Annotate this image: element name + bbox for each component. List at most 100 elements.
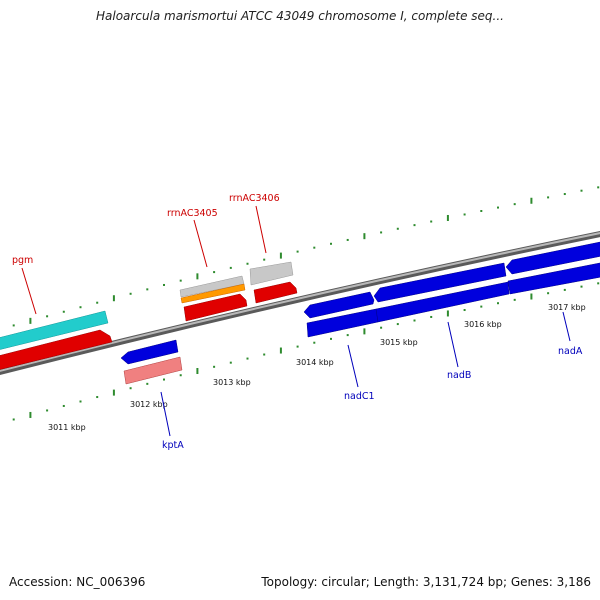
nadA-gene-arrow[interactable]	[505, 240, 600, 275]
inner-track-minor-tick	[296, 345, 299, 348]
inner-track-minor-tick	[563, 288, 566, 291]
gene-feature-nadA[interactable]	[505, 240, 600, 295]
outer-track-major-tick	[279, 252, 282, 259]
outer-track-minor-tick	[563, 193, 566, 196]
outer-track-minor-tick	[229, 266, 232, 269]
outer-track-minor-tick	[396, 227, 399, 230]
outer-track-minor-tick	[79, 306, 82, 309]
gene-label-rrnAC3405[interactable]: rrnAC3405	[167, 208, 218, 219]
inner-track-minor-tick	[497, 302, 499, 305]
gene-feature-rrnAC3406[interactable]	[249, 261, 298, 304]
outer-track-minor-tick	[580, 189, 583, 192]
inner-track-minor-tick	[46, 409, 49, 412]
outer-track-major-tick	[446, 214, 449, 221]
outer-track-minor-tick	[497, 206, 499, 209]
nadB-leader-line	[447, 321, 459, 368]
outer-track-minor-tick	[463, 213, 466, 216]
outer-track-major-tick	[363, 233, 366, 240]
accession-label: Accession: NC_006396	[9, 575, 146, 589]
gene-labels: pgm rrnAC3405 rrnAC3406 kptA nadC1 nadB …	[12, 193, 583, 451]
outer-track-minor-tick	[380, 231, 383, 234]
gene-feature-pgm[interactable]	[0, 310, 113, 372]
outer-track-minor-tick	[62, 310, 65, 313]
outer-track-minor-tick	[179, 279, 182, 282]
inner-track-major-tick	[196, 368, 199, 375]
tick-label-3012: 3012 kbp	[130, 400, 168, 409]
inner-track-minor-tick	[263, 353, 266, 356]
inner-track-minor-tick	[513, 298, 516, 301]
nadC1-leader-line	[347, 344, 359, 388]
kptA-gene-arrow[interactable]	[120, 339, 179, 365]
feature-track	[0, 240, 600, 385]
gene-label-nadA[interactable]: nadA	[558, 346, 583, 357]
inner-track-minor-tick	[79, 400, 82, 403]
rrnAC3406-leader-line	[255, 205, 267, 254]
outer-track-minor-tick	[346, 238, 349, 241]
rrnAC3405-gene-arrow[interactable]	[183, 293, 248, 322]
inner-track-minor-tick	[430, 315, 433, 318]
outer-track-minor-tick	[263, 258, 266, 261]
nadC1-gene-arrow[interactable]	[303, 291, 375, 319]
rrnAC3405-leader-line	[193, 219, 208, 268]
gene-label-kptA[interactable]: kptA	[162, 440, 184, 451]
inner-track-minor-tick	[96, 396, 99, 399]
inner-tick-track	[12, 282, 600, 421]
outer-track-minor-tick	[46, 315, 49, 318]
inner-track-minor-tick	[346, 334, 349, 337]
outer-track-minor-tick	[597, 186, 600, 189]
outer-track-minor-tick	[430, 220, 433, 223]
inner-track-minor-tick	[380, 326, 383, 329]
outer-track-major-tick	[530, 197, 533, 204]
inner-track-minor-tick	[213, 365, 216, 368]
gene-label-nadC1[interactable]: nadC1	[344, 391, 375, 402]
rrnAC3406-gene-arrow[interactable]	[253, 281, 298, 304]
nadA-leader-line	[562, 311, 571, 342]
gene-feature-rrnAC3405[interactable]	[179, 275, 248, 322]
inner-track-major-tick	[530, 293, 533, 300]
gene-label-pgm[interactable]: pgm	[12, 255, 33, 266]
pgm-gene-arrow[interactable]	[0, 329, 113, 372]
inner-track-minor-tick	[12, 418, 15, 421]
tick-label-3016: 3016 kbp	[464, 320, 502, 329]
nadB-cds-bar	[375, 281, 510, 323]
inner-track-major-tick	[29, 411, 32, 418]
outer-track-minor-tick	[313, 246, 316, 249]
inner-track-minor-tick	[313, 341, 316, 344]
nadB-gene-arrow[interactable]	[373, 262, 507, 303]
inner-track-minor-tick	[62, 404, 65, 407]
rrnAC3405-orange-bar	[180, 283, 246, 304]
genome-summary: Topology: circular; Length: 3,131,724 bp…	[261, 575, 591, 589]
rrnAC3406-grey-bar	[249, 261, 294, 286]
map-title: Haloarcula marismortui ATCC 43049 chromo…	[96, 9, 504, 23]
outer-track-minor-tick	[213, 271, 216, 274]
outer-track-minor-tick	[96, 301, 99, 304]
inner-track-major-tick	[363, 328, 366, 335]
outer-track-minor-tick	[547, 196, 550, 199]
inner-track-minor-tick	[330, 337, 332, 340]
tick-label-3014: 3014 kbp	[296, 358, 334, 367]
outer-track-minor-tick	[330, 242, 332, 245]
inner-track-minor-tick	[179, 374, 182, 377]
outer-track-minor-tick	[129, 292, 132, 295]
inner-track-minor-tick	[229, 361, 232, 364]
outer-track-major-tick	[196, 273, 199, 280]
outer-track-minor-tick	[163, 283, 165, 286]
kptA-leader-line	[160, 391, 171, 437]
inner-track-minor-tick	[129, 387, 132, 390]
outer-track-minor-tick	[246, 262, 249, 265]
outer-track-minor-tick	[12, 324, 15, 327]
inner-track-minor-tick	[396, 323, 399, 326]
inner-track-major-tick	[112, 389, 115, 396]
outer-track-minor-tick	[413, 224, 416, 227]
gene-feature-kptA[interactable]	[120, 339, 183, 385]
gene-label-rrnAC3406[interactable]: rrnAC3406	[229, 193, 280, 204]
gene-label-nadB[interactable]: nadB	[447, 370, 471, 381]
outer-track-minor-tick	[146, 288, 149, 291]
outer-track-major-tick	[112, 295, 115, 302]
outer-track-minor-tick	[513, 203, 516, 206]
pgm-leader-line	[21, 267, 37, 315]
tick-label-3015: 3015 kbp	[380, 338, 418, 347]
gene-feature-nadB[interactable]	[373, 262, 510, 323]
inner-track-minor-tick	[146, 382, 149, 385]
inner-track-minor-tick	[547, 292, 550, 295]
